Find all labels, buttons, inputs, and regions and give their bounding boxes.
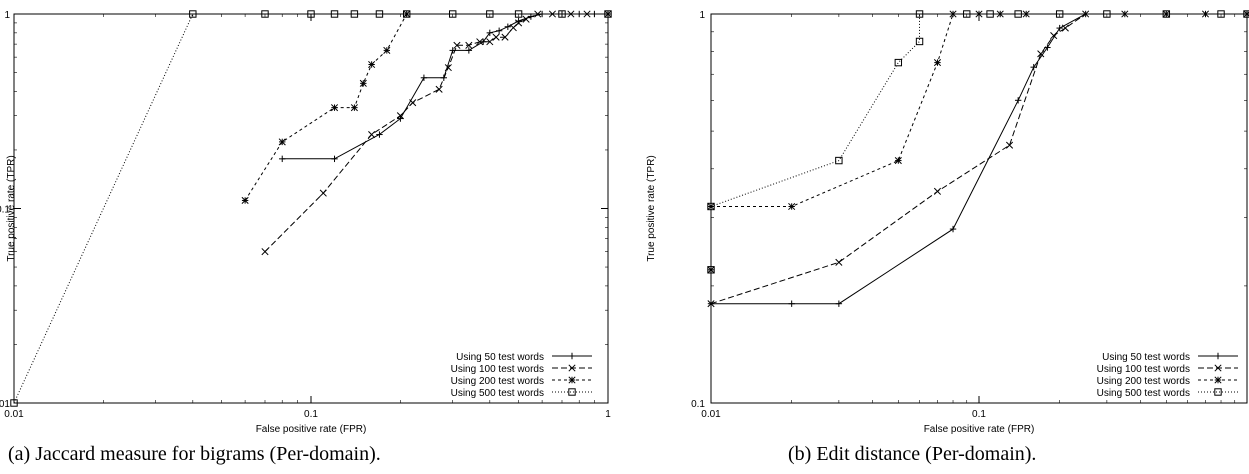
data-point — [501, 33, 509, 41]
series-line-2 — [244, 13, 408, 201]
data-point — [933, 187, 942, 195]
data-point — [396, 112, 404, 120]
data-point — [492, 33, 500, 41]
data-point — [435, 85, 443, 93]
data-point — [515, 19, 523, 27]
data-point — [835, 300, 843, 307]
data-point — [476, 38, 484, 46]
data-point — [1050, 32, 1058, 40]
data-point — [331, 155, 338, 163]
y-tick-label: 0.1 — [0, 205, 10, 216]
data-point — [319, 189, 327, 197]
plot-frame — [13, 13, 609, 404]
data-point — [495, 27, 503, 34]
data-point — [1056, 24, 1063, 32]
data-point — [465, 47, 473, 54]
plot-area — [10, 10, 612, 407]
data-point — [453, 41, 461, 49]
data-point — [1061, 24, 1069, 32]
data-point — [949, 225, 957, 233]
data-point — [368, 130, 376, 139]
caption-b: (b) Edit distance (Per-domain). — [788, 443, 1037, 465]
x-tick-label: 1 — [605, 409, 611, 420]
legend-label: Using 200 test words — [451, 376, 544, 387]
legend-marker — [568, 376, 576, 384]
y-tick-label: 1 — [699, 10, 705, 21]
data-point — [376, 131, 383, 138]
data-point — [465, 41, 473, 49]
y-axis-label: True positive rate (TPR) — [646, 155, 657, 261]
data-point — [788, 300, 795, 307]
series-line-1 — [710, 13, 1247, 305]
legend-marker — [1214, 352, 1222, 360]
data-point — [486, 38, 494, 46]
legend-marker — [1214, 376, 1222, 384]
legend-label: Using 500 test words — [1097, 388, 1190, 399]
legend-label: Using 500 test words — [451, 388, 544, 399]
data-point — [241, 196, 249, 205]
legend-label: Using 200 test words — [1097, 376, 1190, 387]
y-tick-label: 0.01 — [0, 399, 10, 410]
plot-frame — [710, 13, 1248, 404]
series-line-0 — [711, 13, 1247, 305]
x-axis-label: False positive rate (FPR) — [924, 424, 1035, 435]
x-tick-label: 0.01 — [701, 409, 721, 420]
data-point — [359, 79, 367, 87]
x-axis-label: False positive rate (FPR) — [256, 424, 367, 435]
plot-area — [707, 10, 1249, 308]
data-point — [1005, 141, 1014, 149]
series-line-3 — [13, 13, 608, 404]
data-point — [420, 74, 428, 81]
data-point — [279, 155, 286, 163]
y-axis-label: True positive rate (TPR) — [6, 155, 17, 261]
x-tick-label: 0.1 — [304, 409, 318, 420]
legend-label: Using 50 test words — [1102, 352, 1190, 363]
data-point — [368, 60, 376, 69]
series-line-1 — [264, 13, 608, 252]
data-point — [915, 37, 924, 46]
data-point — [835, 258, 843, 266]
y-tick-label: 1 — [4, 10, 10, 21]
data-point — [788, 202, 796, 211]
data-point — [278, 138, 286, 146]
legend-marker — [568, 388, 576, 396]
caption-a: (a) Jaccard measure for bigrams (Per-dom… — [8, 443, 381, 465]
chart-jaccard-bigrams: 0.01 0.1 1 0.01 0.1 1 False positive rate (FPR… — [0, 10, 612, 435]
x-tick-label: 0.1 — [972, 409, 986, 420]
data-point — [383, 46, 391, 54]
legend-label: Using 50 test words — [456, 352, 544, 363]
data-point — [350, 104, 358, 112]
data-point — [894, 157, 902, 165]
x-tick-label: 0.01 — [4, 409, 24, 420]
data-point — [397, 115, 404, 122]
legend-marker — [568, 364, 576, 372]
data-point — [409, 99, 417, 107]
data-point — [486, 29, 494, 37]
data-point — [1037, 50, 1045, 58]
data-point — [261, 248, 269, 256]
data-point — [1014, 97, 1022, 104]
legend-marker — [1214, 388, 1222, 396]
legend-marker — [1214, 364, 1222, 372]
data-point — [444, 64, 452, 72]
y-tick-label: 0.1 — [691, 399, 705, 410]
data-point — [894, 58, 903, 67]
data-point — [504, 23, 512, 30]
series-line-0 — [282, 13, 608, 160]
legend-marker — [568, 352, 576, 360]
legend-label: Using 100 test words — [451, 364, 544, 375]
data-point — [522, 15, 530, 23]
data-point — [933, 59, 942, 67]
data-point — [330, 104, 339, 112]
legend-label: Using 100 test words — [1097, 364, 1190, 375]
data-point — [835, 156, 843, 165]
